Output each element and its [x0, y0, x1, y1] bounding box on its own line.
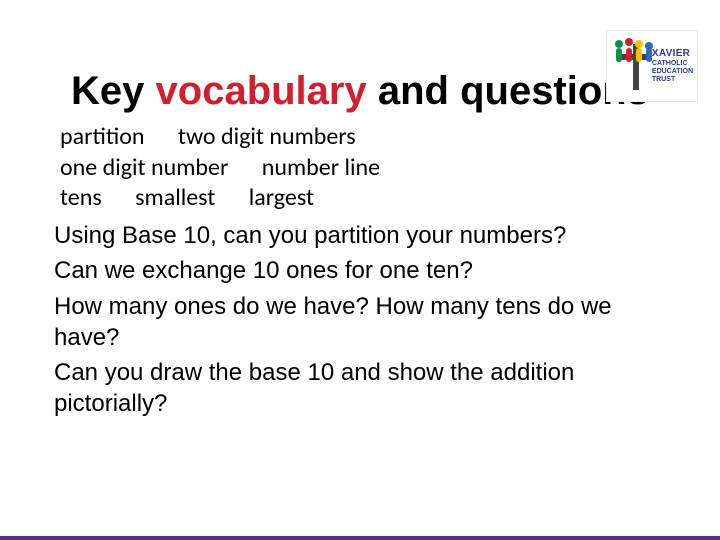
slide-title: Key vocabulary and questions [48, 70, 672, 112]
xavier-logo: XAVIER CATHOLIC EDUCATION TRUST [606, 30, 698, 102]
logo-icon [611, 38, 648, 94]
vocab-term: one digit number [60, 153, 228, 184]
question: Can you draw the base 10 and show the ad… [54, 357, 662, 419]
vocab-term: largest [249, 183, 314, 214]
question: Can we exchange 10 ones for one ten? [54, 255, 662, 286]
bottom-band-white [0, 464, 720, 536]
logo-text: XAVIER CATHOLIC EDUCATION TRUST [652, 48, 693, 84]
title-pre: Key [71, 69, 156, 113]
vocab-term: two digit numbers [178, 122, 356, 153]
title-accent: vocabulary [156, 69, 367, 113]
logo-line3: EDUCATION [652, 68, 693, 76]
vocab-term: smallest [135, 183, 215, 214]
content-area: Key vocabulary and questions partition t… [0, 70, 720, 423]
vocab-term: number line [262, 153, 380, 184]
logo-line4: TRUST [652, 76, 693, 84]
vocab-term: partition [60, 122, 144, 153]
vocab-term: tens [60, 183, 102, 214]
question: Using Base 10, can you partition your nu… [54, 220, 662, 251]
question-list: Using Base 10, can you partition your nu… [54, 220, 662, 419]
logo-line2: CATHOLIC [652, 60, 693, 68]
vocab-list: partition two digit numbers one digit nu… [60, 122, 662, 214]
question: How many ones do we have? How many tens … [54, 291, 662, 353]
slide: XAVIER CATHOLIC EDUCATION TRUST Key voca… [0, 0, 720, 540]
logo-brand: XAVIER [652, 48, 693, 60]
